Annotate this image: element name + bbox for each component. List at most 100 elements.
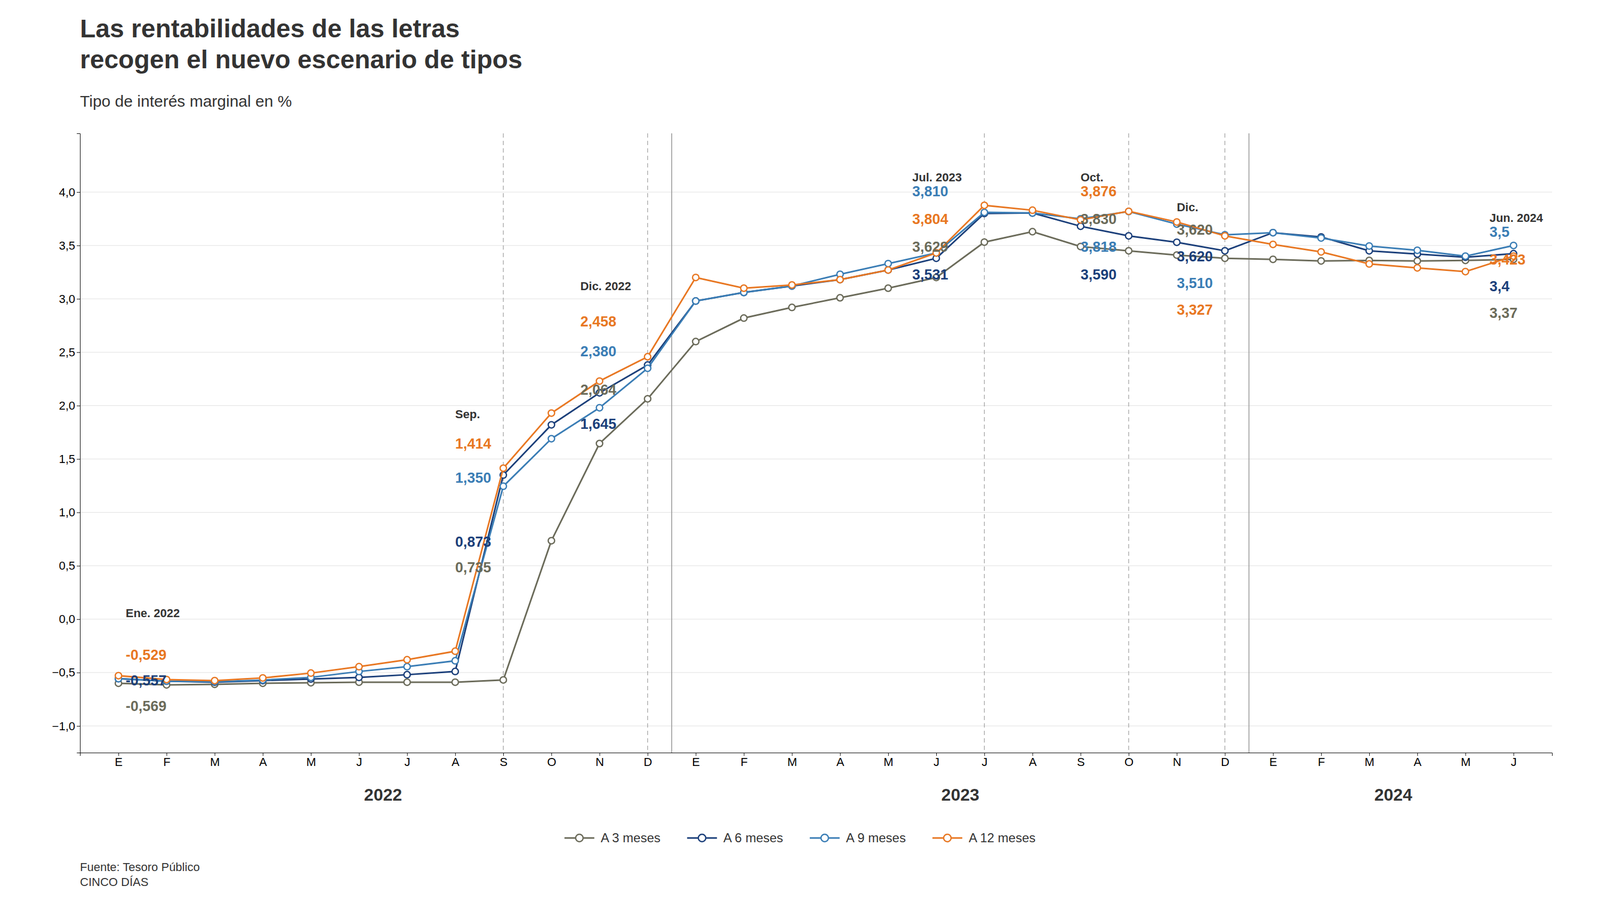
series-point bbox=[211, 677, 219, 684]
series-point bbox=[644, 395, 651, 402]
x-tick: F bbox=[163, 752, 171, 769]
x-tick: M bbox=[306, 752, 316, 769]
legend-swatch-marker bbox=[943, 833, 952, 842]
annotation-value: -0,529 bbox=[125, 646, 167, 663]
annotation-value: 3,810 bbox=[912, 183, 949, 200]
series-point bbox=[788, 281, 795, 288]
series-line bbox=[118, 205, 1514, 681]
x-tick: E bbox=[692, 752, 701, 769]
y-tick: −0,5 bbox=[52, 665, 80, 679]
x-tick-label: J bbox=[1510, 754, 1517, 769]
series-point bbox=[548, 537, 555, 544]
grid-line bbox=[79, 298, 1553, 300]
series-point bbox=[692, 297, 699, 304]
series-point bbox=[1317, 248, 1325, 255]
y-tick: 3,5 bbox=[58, 238, 80, 253]
y-tick-mark bbox=[76, 191, 80, 193]
series-point bbox=[452, 657, 459, 664]
y-tick-label: 1,0 bbox=[58, 505, 76, 519]
marks bbox=[115, 133, 1517, 753]
series-point bbox=[740, 284, 747, 292]
series-point bbox=[548, 435, 555, 442]
annotation-value: 3,590 bbox=[1080, 266, 1117, 283]
legend-item: A 12 meses bbox=[932, 830, 1036, 845]
x-tick-label: N bbox=[595, 754, 605, 769]
series-line bbox=[118, 212, 1514, 682]
x-tick-label: S bbox=[1076, 754, 1085, 769]
series-point bbox=[1125, 232, 1132, 239]
legend-item: A 9 meses bbox=[809, 830, 906, 845]
legend-swatch-marker bbox=[821, 833, 829, 842]
series-point bbox=[837, 276, 844, 283]
x-tick: J bbox=[1510, 752, 1517, 769]
y-axis: −1,0−0,50,00,51,01,52,02,53,03,54,0 bbox=[52, 133, 81, 753]
series-point bbox=[1269, 229, 1277, 236]
series-point bbox=[1029, 206, 1036, 214]
subtitle: Tipo de interés marginal en % bbox=[79, 92, 292, 110]
x-tick-label: M bbox=[306, 754, 316, 769]
x-tick: M bbox=[787, 752, 798, 769]
annotation-value: 3,804 bbox=[912, 211, 949, 228]
reference-line bbox=[984, 133, 985, 753]
x-tick-label: M bbox=[1364, 754, 1374, 769]
y-tick: 4,0 bbox=[58, 185, 80, 199]
reference-line bbox=[1128, 133, 1129, 753]
x-tick-label: N bbox=[1172, 754, 1182, 769]
x-tick-label: E bbox=[114, 754, 123, 769]
series-point bbox=[837, 276, 844, 283]
y-tick-mark bbox=[76, 672, 80, 673]
series-point bbox=[1125, 207, 1132, 215]
annotation-value: 3,818 bbox=[1080, 238, 1117, 255]
annotation-value: 3,629 bbox=[912, 238, 949, 255]
year-label: 2023 bbox=[941, 784, 980, 804]
reference-line bbox=[671, 133, 673, 753]
x-tick: E bbox=[114, 752, 123, 769]
y-tick-label: 0,0 bbox=[58, 612, 76, 626]
reference-line bbox=[647, 133, 648, 753]
annotation-label: Ene. 2022 bbox=[125, 606, 181, 620]
series-point bbox=[692, 274, 699, 281]
x-tick-label: O bbox=[547, 754, 557, 769]
grid-line bbox=[79, 351, 1553, 353]
grid-line bbox=[79, 565, 1553, 566]
grid-line bbox=[79, 245, 1553, 246]
annotation-value: -0,569 bbox=[125, 697, 167, 714]
annotation-label: Jul. 2023 bbox=[912, 170, 962, 184]
series-point bbox=[1413, 246, 1421, 254]
x-axis: EFMAMJJASONDEFMAMJJASONDEFMAMJ bbox=[80, 752, 1553, 769]
year-labels: 202220232024 bbox=[364, 784, 1413, 804]
x-tick: E bbox=[1269, 752, 1278, 769]
y-tick-label: 1,5 bbox=[58, 452, 76, 466]
series-point bbox=[404, 656, 411, 663]
series-point bbox=[981, 208, 988, 216]
series-point bbox=[1221, 247, 1228, 254]
x-tick: M bbox=[1364, 752, 1374, 769]
x-tick-label: M bbox=[883, 754, 894, 769]
y-tick: 2,5 bbox=[58, 345, 80, 359]
series-point bbox=[1269, 229, 1277, 236]
series-point bbox=[404, 671, 411, 678]
series-point bbox=[1221, 232, 1228, 239]
series-point bbox=[1317, 257, 1325, 264]
series-point bbox=[1462, 252, 1469, 260]
y-axis-line bbox=[76, 133, 81, 753]
series-point bbox=[1413, 257, 1421, 264]
source-line: CINCO DÍAS bbox=[79, 874, 149, 889]
x-tick: A bbox=[1028, 752, 1037, 769]
x-tick-label: A bbox=[451, 754, 460, 769]
annotation-label: Jun. 2024 bbox=[1489, 211, 1544, 225]
x-tick-label: O bbox=[1124, 754, 1134, 769]
annotation-value: 3,876 bbox=[1080, 183, 1117, 200]
series-point bbox=[548, 421, 555, 428]
series-point bbox=[981, 238, 988, 246]
annotation-value: 2,064 bbox=[580, 381, 617, 398]
series-point bbox=[259, 674, 267, 681]
x-tick: A bbox=[1413, 752, 1422, 769]
x-tick-label: D bbox=[643, 754, 653, 769]
legend-label: A 9 meses bbox=[846, 830, 906, 845]
annotation-value: 3,830 bbox=[1080, 211, 1117, 228]
annotation-value: 2,458 bbox=[580, 313, 617, 330]
legend-label: A 6 meses bbox=[723, 830, 784, 845]
annotation-value: 0,735 bbox=[455, 559, 492, 576]
series-point bbox=[644, 364, 651, 372]
